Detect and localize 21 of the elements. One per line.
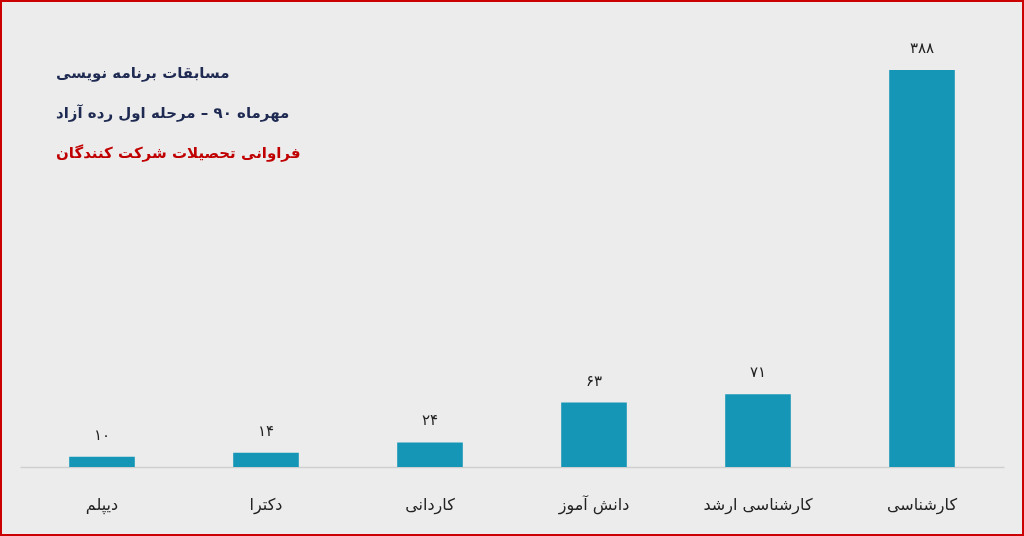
data-label: ۲۴ bbox=[421, 411, 439, 430]
data-label: ۷۱ bbox=[749, 363, 767, 382]
x-tick-label: دانش آموز bbox=[557, 494, 630, 515]
data-label: ۱۴ bbox=[257, 421, 275, 440]
bar bbox=[725, 394, 791, 467]
data-label: ۱۰ bbox=[93, 425, 111, 444]
bar bbox=[561, 402, 627, 467]
text: مهرماه ۹۰ – مرحله اول رده آزاد bbox=[56, 104, 290, 122]
data-label: ۳۸۸ bbox=[909, 39, 935, 57]
x-tick-label: کارشناسی bbox=[886, 494, 958, 515]
x-tick-label: کارشناسی ارشد bbox=[703, 494, 813, 515]
bar bbox=[397, 442, 463, 467]
x-tick-label: کاردانی bbox=[405, 494, 456, 515]
bar bbox=[889, 70, 955, 467]
x-tick-label: دیپلم bbox=[85, 494, 119, 515]
annotation: فراوانی تحصیلات شرکت کنندگان bbox=[56, 144, 301, 162]
bar bbox=[69, 456, 135, 467]
x-tick-label: دکترا bbox=[249, 494, 283, 515]
data-label: ۶۳ bbox=[585, 371, 603, 390]
chart-title: مسابقات برنامه نویسی bbox=[56, 64, 230, 82]
bar bbox=[233, 452, 299, 467]
